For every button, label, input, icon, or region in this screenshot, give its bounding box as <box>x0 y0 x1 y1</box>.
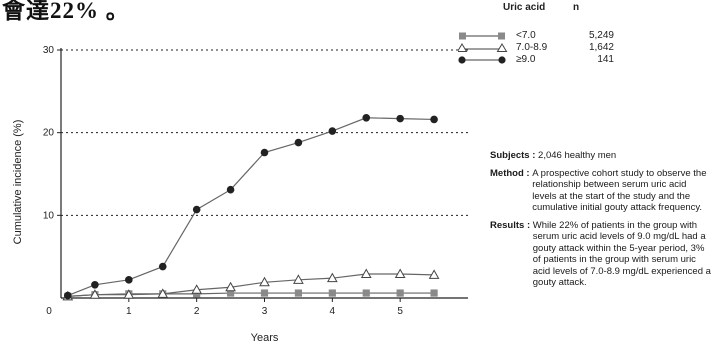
legend-label: <7.0 <box>516 30 536 41</box>
x-tick-label: 1 <box>126 306 132 317</box>
data-point <box>430 289 438 297</box>
legend-label: 7.0-8.9 <box>516 42 548 53</box>
legend-n-value: 141 <box>597 54 614 65</box>
data-point <box>294 289 303 297</box>
legend-label: ≥9.0 <box>516 54 536 65</box>
data-point <box>191 284 203 294</box>
y-axis-label: Cumulative incidence (%) <box>12 120 24 245</box>
data-point <box>193 290 201 298</box>
x-tick-label: 4 <box>330 306 336 317</box>
header-text-fragment: 會達22% 。 <box>2 0 130 23</box>
legend-header-n: n <box>573 2 580 13</box>
x-tick-label: 0 <box>46 306 52 317</box>
series-line <box>67 273 435 297</box>
legend-item-lt7: <7.0 5,249 <box>458 30 628 42</box>
legend-item-7-8.9: 7.0-8.9 1,642 <box>458 42 628 54</box>
data-point <box>192 205 201 214</box>
series-line <box>67 292 435 297</box>
data-point <box>396 114 404 123</box>
study-info-panel: Subjects : 2,046 healthy men Method : A … <box>490 150 712 295</box>
data-point <box>293 274 304 284</box>
data-point <box>63 291 72 300</box>
data-point <box>428 269 440 279</box>
data-point <box>158 262 167 271</box>
legend-n-value: 5,249 <box>588 30 614 41</box>
data-point <box>396 289 404 297</box>
data-point <box>294 138 303 147</box>
data-point <box>226 185 235 194</box>
x-tick-label: 5 <box>397 306 403 317</box>
results-text: While 22% of patients in the group with … <box>532 219 711 289</box>
data-point <box>125 276 133 284</box>
data-point <box>123 289 135 299</box>
data-point <box>430 115 438 124</box>
subjects-text: 2,046 healthy men <box>538 150 617 161</box>
y-tick-label: 20 <box>43 128 55 139</box>
data-point <box>362 113 371 122</box>
x-tick-label: 2 <box>194 306 200 317</box>
legend-n-value: 1,642 <box>588 42 614 53</box>
method-label: Method : <box>490 167 533 179</box>
y-tick-label: 30 <box>43 45 55 56</box>
results-label: Results : <box>490 219 533 231</box>
method-text: A prospective cohort study to observe th… <box>532 167 707 214</box>
data-point <box>326 272 338 283</box>
subjects-label: Subjects : <box>490 150 539 161</box>
data-point <box>259 276 270 287</box>
subjects-row: Subjects : 2,046 healthy men <box>490 150 712 162</box>
data-point <box>226 289 235 297</box>
results-row: Results : While 22% of patients in the g… <box>490 220 712 289</box>
x-tick-label: 3 <box>262 306 268 317</box>
data-point <box>91 280 99 289</box>
legend-header-uric-acid: Uric acid <box>503 2 546 13</box>
y-tick-label: 10 <box>43 210 55 221</box>
data-point <box>225 281 236 292</box>
legend-item-ge9: ≥9.0 141 <box>458 54 628 66</box>
data-point <box>362 289 370 297</box>
data-point <box>89 289 101 299</box>
series-line <box>67 117 435 297</box>
data-point <box>260 148 269 157</box>
x-axis-label: Years <box>251 332 279 344</box>
data-point <box>328 289 336 297</box>
method-row: Method : A prospective cohort study to o… <box>490 168 712 214</box>
triangle-marker-icon <box>458 43 508 52</box>
data-point <box>360 268 372 279</box>
circle-marker-icon <box>458 56 506 64</box>
data-point <box>394 268 406 279</box>
data-point <box>328 127 337 135</box>
data-point <box>260 289 269 297</box>
square-marker-icon <box>459 32 505 40</box>
data-point <box>157 288 169 298</box>
